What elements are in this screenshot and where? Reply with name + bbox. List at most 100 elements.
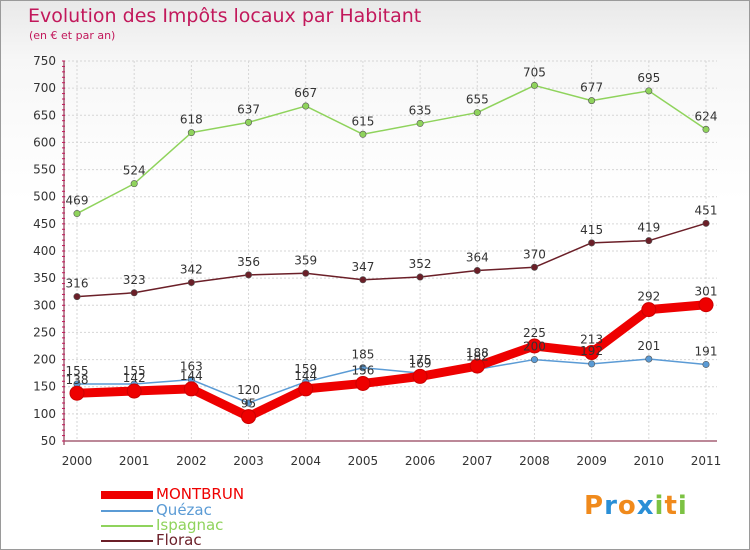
x-tick-label: 2009 bbox=[576, 454, 607, 468]
data-point bbox=[641, 302, 657, 318]
data-point bbox=[245, 271, 253, 279]
x-tick-label: 2011 bbox=[691, 454, 722, 468]
data-label: 316 bbox=[66, 277, 89, 291]
logo-letter: i bbox=[654, 491, 665, 521]
y-tick-label: 750 bbox=[33, 54, 56, 68]
data-label: 120 bbox=[237, 383, 260, 397]
data-label: 213 bbox=[580, 333, 603, 347]
data-point bbox=[302, 102, 310, 110]
y-tick-label: 300 bbox=[33, 298, 56, 312]
data-point bbox=[130, 180, 138, 188]
chart-subtitle: (en € et par an) bbox=[29, 29, 116, 42]
data-label: 175 bbox=[409, 353, 432, 367]
legend-label: Ispagnac bbox=[156, 516, 224, 534]
data-label: 624 bbox=[695, 109, 718, 123]
series-line-quézac bbox=[76, 358, 707, 404]
data-point bbox=[412, 368, 428, 384]
y-tick-label: 100 bbox=[33, 407, 56, 421]
data-label: 635 bbox=[409, 103, 432, 117]
y-tick-label: 250 bbox=[33, 325, 56, 339]
x-tick-label: 2005 bbox=[348, 454, 379, 468]
data-label: 144 bbox=[294, 369, 317, 383]
data-point bbox=[69, 385, 85, 401]
data-label: 155 bbox=[66, 364, 89, 378]
legend-label: MONTBRUN bbox=[156, 485, 245, 503]
y-tick-label: 700 bbox=[33, 81, 56, 95]
x-tick-label: 2010 bbox=[634, 454, 665, 468]
data-label: 163 bbox=[180, 360, 203, 374]
data-label: 359 bbox=[294, 253, 317, 267]
data-label: 323 bbox=[123, 273, 146, 287]
data-label: 301 bbox=[695, 285, 718, 299]
logo-letter: o bbox=[617, 491, 637, 521]
logo-letter: t bbox=[664, 491, 678, 521]
x-tick-label: 2008 bbox=[519, 454, 550, 468]
legend-label: Florac bbox=[156, 531, 202, 549]
y-tick-label: 650 bbox=[33, 108, 56, 122]
series-line-ispagnac bbox=[76, 84, 707, 215]
data-label: 615 bbox=[351, 114, 374, 128]
data-label: 182 bbox=[466, 349, 489, 363]
data-label: 188 bbox=[466, 346, 489, 360]
data-point bbox=[530, 263, 538, 271]
data-label: 200 bbox=[523, 340, 546, 354]
data-point bbox=[359, 130, 367, 138]
proxiti-logo: Proxiti bbox=[584, 491, 688, 521]
data-point bbox=[359, 364, 367, 372]
data-label: 695 bbox=[637, 71, 660, 85]
data-label: 138 bbox=[66, 373, 89, 387]
logo-letter: x bbox=[636, 491, 655, 521]
logo-letter: i bbox=[677, 491, 688, 521]
series-line-montbrun bbox=[72, 300, 711, 422]
data-label: 415 bbox=[580, 223, 603, 237]
y-tick-label: 550 bbox=[33, 163, 56, 177]
data-point bbox=[73, 293, 81, 301]
data-point bbox=[73, 210, 81, 218]
legend-label: Quézac bbox=[156, 501, 212, 519]
data-label: 524 bbox=[123, 164, 146, 178]
data-label: 156 bbox=[351, 363, 374, 377]
data-label: 364 bbox=[466, 251, 489, 265]
logo-letter: r bbox=[604, 491, 618, 521]
data-label: 655 bbox=[466, 93, 489, 107]
data-point bbox=[702, 360, 710, 368]
data-label: 469 bbox=[66, 194, 89, 208]
data-point bbox=[588, 239, 596, 247]
data-point bbox=[130, 289, 138, 297]
data-point bbox=[245, 118, 253, 126]
data-label: 192 bbox=[580, 344, 603, 358]
data-point bbox=[359, 276, 367, 284]
data-point bbox=[473, 267, 481, 275]
data-point bbox=[298, 381, 314, 397]
data-point bbox=[241, 409, 257, 425]
data-label: 185 bbox=[351, 348, 374, 362]
data-label: 155 bbox=[123, 364, 146, 378]
legend-swatch bbox=[101, 525, 153, 527]
data-point bbox=[526, 338, 542, 354]
data-label: 637 bbox=[237, 102, 260, 116]
chart-title: Evolution des Impôts locaux par Habitant bbox=[28, 5, 422, 27]
x-tick-label: 2003 bbox=[233, 454, 264, 468]
data-point bbox=[698, 297, 714, 313]
data-label: 370 bbox=[523, 247, 546, 261]
y-tick-label: 150 bbox=[33, 380, 56, 394]
y-tick-label: 200 bbox=[33, 353, 56, 367]
data-point bbox=[245, 399, 253, 407]
series-line-florac bbox=[76, 222, 707, 298]
y-tick-label: 50 bbox=[41, 434, 56, 448]
data-point bbox=[584, 345, 600, 361]
data-label: 705 bbox=[523, 65, 546, 79]
data-point bbox=[355, 375, 371, 391]
data-point bbox=[645, 237, 653, 245]
legend-swatch bbox=[101, 491, 153, 499]
data-point bbox=[183, 381, 199, 397]
data-label: 677 bbox=[580, 81, 603, 95]
y-tick-label: 450 bbox=[33, 217, 56, 231]
y-tick-label: 350 bbox=[33, 271, 56, 285]
data-label: 95 bbox=[241, 397, 256, 411]
data-label: 342 bbox=[180, 262, 203, 276]
legend-swatch bbox=[101, 540, 153, 542]
data-label: 144 bbox=[180, 369, 203, 383]
